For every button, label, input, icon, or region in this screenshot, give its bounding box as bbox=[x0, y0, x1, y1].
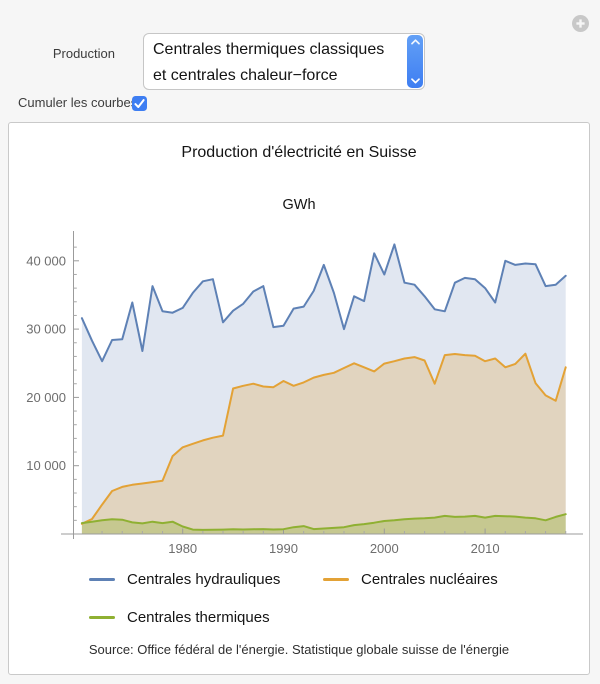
production-selected-option: Centrales thermiques classiques et centr… bbox=[153, 37, 404, 89]
x-tick-label: 1990 bbox=[269, 541, 298, 556]
y-tick-label: 30 000 bbox=[26, 322, 66, 337]
series-line-thermiques bbox=[80, 513, 567, 531]
legend-swatch-hydrauliques bbox=[89, 577, 115, 582]
y-tick-label: 10 000 bbox=[26, 458, 66, 473]
legend-label-hydrauliques: Centrales hydrauliques bbox=[127, 571, 281, 588]
series-line-nucleaires bbox=[80, 352, 567, 525]
manipulate-expand-button[interactable] bbox=[572, 15, 589, 32]
chart-title: Production d'électricité en Suisse bbox=[181, 144, 417, 161]
select-scroll-stepper[interactable] bbox=[407, 35, 423, 88]
series-line-hydrauliques bbox=[80, 243, 567, 363]
cumulate-checkbox[interactable] bbox=[132, 96, 147, 111]
y-tick-label: 20 000 bbox=[26, 390, 66, 405]
production-option-line-1: Centrales thermiques classiques bbox=[153, 41, 385, 58]
x-tick-label: 1980 bbox=[168, 541, 197, 556]
y-tick-label: 40 000 bbox=[26, 253, 66, 268]
production-label: Production bbox=[52, 46, 115, 61]
legend-item-nucleaires: Centrales nucléaires bbox=[323, 571, 498, 588]
legend-item-thermiques: Centrales thermiques bbox=[89, 609, 270, 626]
legend-label-thermiques: Centrales thermiques bbox=[127, 609, 270, 626]
chart-unit-label: GWh bbox=[282, 197, 316, 213]
chart-panel: Production d'électricité en Suisse GWh 1… bbox=[8, 122, 590, 675]
check-icon bbox=[134, 99, 145, 108]
chevron-down-icon[interactable] bbox=[410, 78, 420, 84]
x-tick-label: 2000 bbox=[370, 541, 399, 556]
x-tick-label: 2010 bbox=[471, 541, 500, 556]
production-option-line-2: et centrales chaleur−force bbox=[153, 67, 338, 84]
source-note: Source: Office fédéral de l'énergie. Sta… bbox=[88, 642, 510, 657]
chevron-up-icon[interactable] bbox=[410, 39, 420, 45]
series-area-thermiques bbox=[81, 514, 566, 534]
plus-icon bbox=[572, 15, 589, 32]
legend-label-nucleaires: Centrales nucléaires bbox=[361, 571, 498, 588]
production-chart: 1980 1990 2000 2010 10 000 20 000 30 000 40 000 bbox=[26, 231, 583, 556]
legend-swatch-thermiques bbox=[89, 615, 115, 620]
legend-swatch-nucleaires bbox=[323, 577, 349, 582]
legend-item-hydrauliques: Centrales hydrauliques bbox=[89, 571, 280, 588]
cumulate-label: Cumuler les courbes bbox=[18, 95, 138, 110]
production-select[interactable]: Centrales thermiques classiques et centr… bbox=[143, 33, 425, 90]
series-area-nucleaires bbox=[81, 353, 566, 534]
series-area-hydrauliques bbox=[81, 244, 566, 534]
